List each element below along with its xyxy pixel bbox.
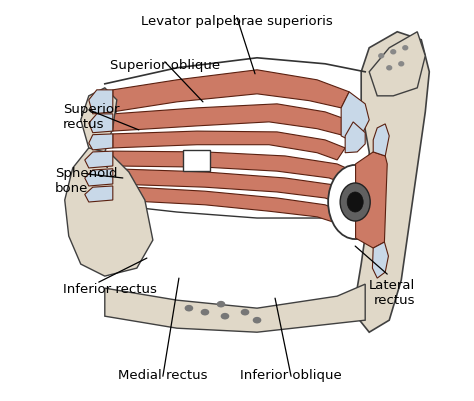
Ellipse shape bbox=[185, 306, 192, 311]
Polygon shape bbox=[113, 152, 353, 184]
Text: Superior oblique: Superior oblique bbox=[110, 59, 220, 72]
Text: Levator palpebrae superioris: Levator palpebrae superioris bbox=[141, 15, 333, 28]
Polygon shape bbox=[89, 115, 113, 134]
Ellipse shape bbox=[399, 63, 404, 67]
Ellipse shape bbox=[379, 55, 383, 59]
Bar bbox=[183, 151, 210, 172]
Polygon shape bbox=[85, 169, 113, 186]
Polygon shape bbox=[113, 186, 341, 223]
Polygon shape bbox=[105, 284, 365, 332]
Ellipse shape bbox=[201, 310, 209, 315]
Polygon shape bbox=[89, 135, 113, 150]
Polygon shape bbox=[353, 32, 429, 332]
Polygon shape bbox=[113, 132, 345, 160]
Ellipse shape bbox=[387, 67, 392, 71]
Polygon shape bbox=[369, 32, 425, 97]
Polygon shape bbox=[113, 71, 349, 113]
Ellipse shape bbox=[221, 314, 228, 319]
Ellipse shape bbox=[340, 184, 370, 221]
Text: Inferior oblique: Inferior oblique bbox=[240, 368, 342, 381]
Polygon shape bbox=[113, 105, 353, 137]
Polygon shape bbox=[85, 186, 113, 203]
Polygon shape bbox=[341, 93, 369, 141]
Text: Lateral
rectus: Lateral rectus bbox=[369, 278, 415, 306]
Ellipse shape bbox=[241, 310, 249, 315]
Ellipse shape bbox=[328, 166, 382, 239]
Polygon shape bbox=[356, 152, 387, 249]
Polygon shape bbox=[89, 91, 113, 115]
Polygon shape bbox=[65, 148, 153, 276]
Ellipse shape bbox=[218, 302, 225, 307]
Polygon shape bbox=[345, 123, 365, 153]
Text: Medial rectus: Medial rectus bbox=[118, 368, 208, 381]
Polygon shape bbox=[81, 89, 117, 152]
Polygon shape bbox=[85, 152, 113, 168]
Polygon shape bbox=[373, 243, 388, 278]
Text: Inferior rectus: Inferior rectus bbox=[63, 282, 156, 296]
Text: Sphenoid
bone: Sphenoid bone bbox=[55, 166, 117, 194]
Ellipse shape bbox=[254, 318, 261, 323]
Polygon shape bbox=[341, 192, 361, 211]
Ellipse shape bbox=[347, 192, 363, 213]
Ellipse shape bbox=[391, 51, 396, 55]
Polygon shape bbox=[345, 172, 365, 190]
Text: Superior
rectus: Superior rectus bbox=[63, 103, 119, 130]
Polygon shape bbox=[113, 169, 349, 205]
Polygon shape bbox=[373, 125, 389, 156]
Ellipse shape bbox=[403, 47, 408, 51]
